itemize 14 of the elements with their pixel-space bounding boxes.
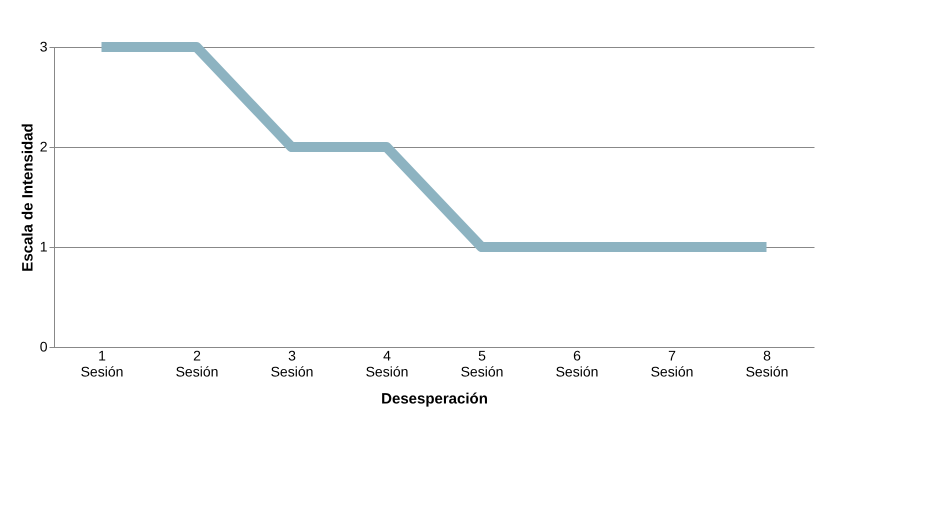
x-tick-label: 8 Sesión <box>746 348 788 380</box>
x-tick-label: 2 Sesión <box>176 348 218 380</box>
x-tick-label: 3 Sesión <box>270 348 314 380</box>
x-tick-label: 4 Sesión <box>366 348 408 380</box>
x-tick-label: 6 Sesión <box>556 348 598 380</box>
x-tick-label: 5 Sesión <box>460 348 504 380</box>
x-axis-title: Desesperación <box>381 390 488 408</box>
y-tick-label: 3 <box>40 38 48 54</box>
y-tick-label: 1 <box>40 238 48 254</box>
x-tick-label: 7 Sesión <box>650 348 694 380</box>
y-tick-label: 0 <box>40 338 48 354</box>
y-tick-label: 2 <box>40 138 48 154</box>
x-tick-label: 1 Sesión <box>80 348 124 380</box>
y-axis-title: Escala de Intensidad <box>20 123 37 272</box>
